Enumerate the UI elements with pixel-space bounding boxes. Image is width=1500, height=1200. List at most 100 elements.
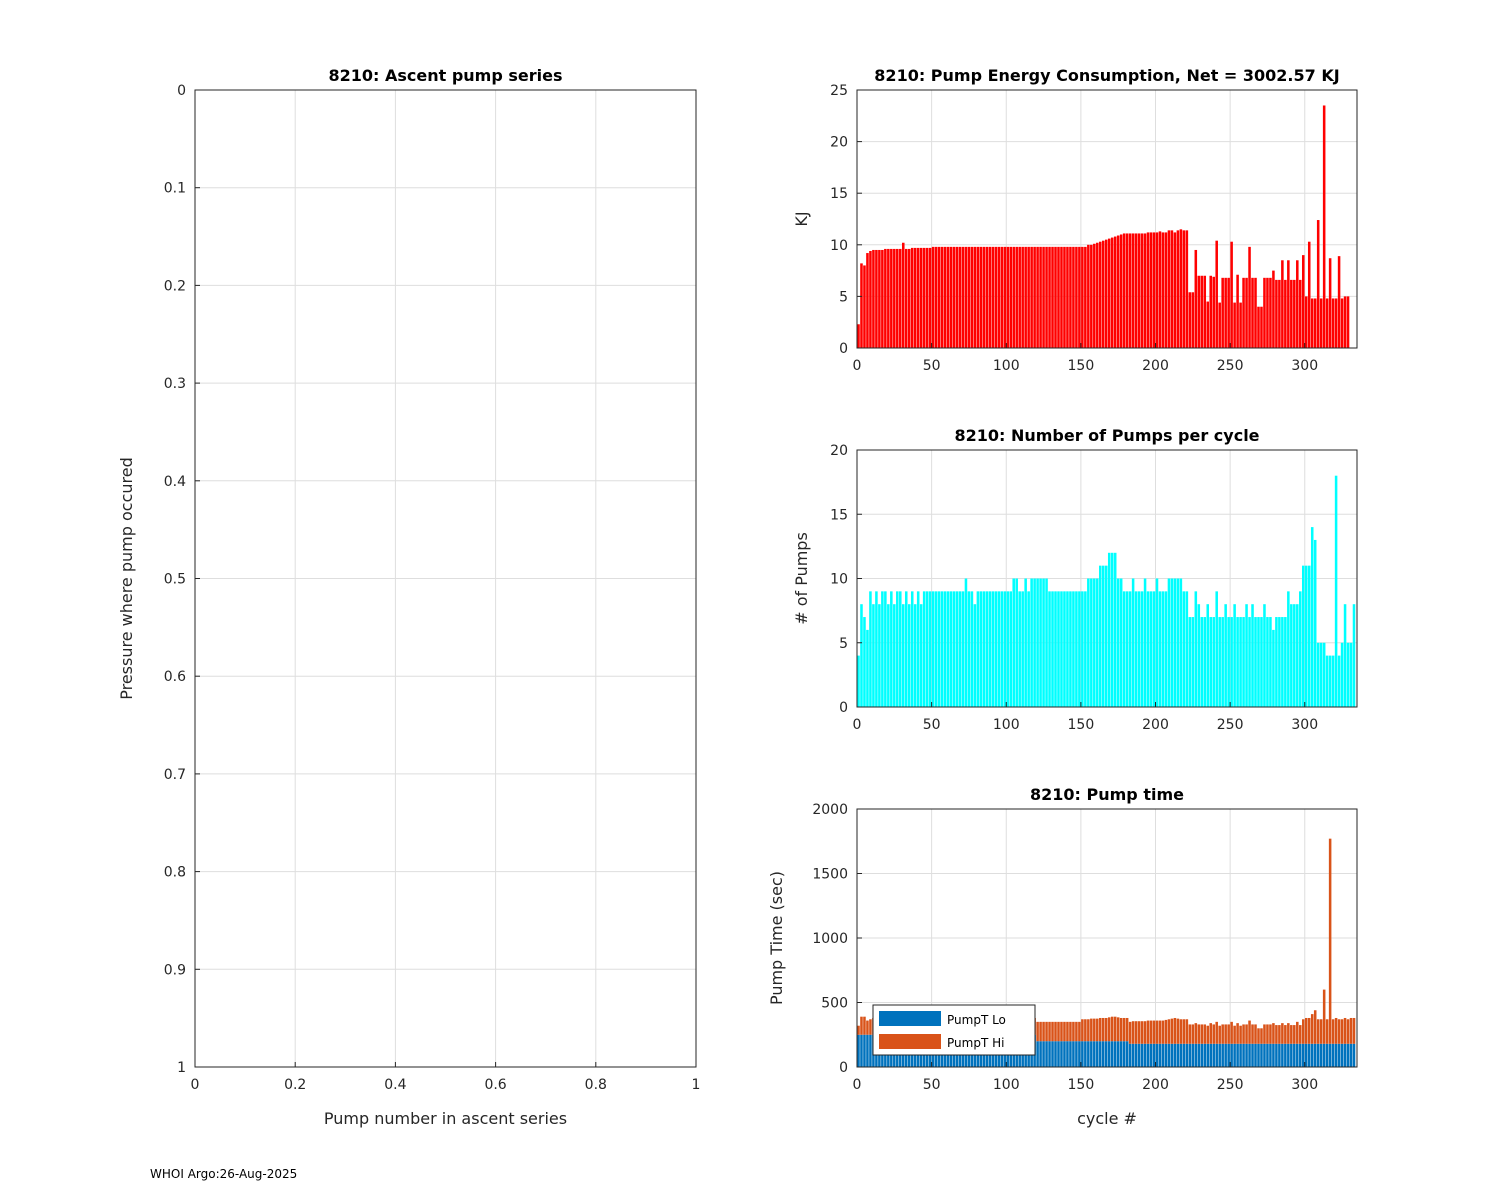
pumptime-bar-lo	[1099, 1041, 1102, 1067]
pumptime-bar-hi	[863, 1016, 866, 1035]
pumps-bar	[934, 591, 938, 707]
pumps-bar	[982, 591, 986, 707]
pumptime-bar-lo	[1310, 1043, 1314, 1067]
pumptime-bar-hi	[1284, 1025, 1287, 1044]
energy-bar	[1143, 233, 1147, 348]
pumptime-bar-lo	[1287, 1043, 1290, 1067]
energy-bar	[1328, 258, 1332, 348]
energy-bar	[1263, 277, 1266, 348]
pumps-bar	[1140, 591, 1144, 707]
energy-bars	[857, 105, 1350, 348]
pumptime-bar-lo	[1328, 1043, 1332, 1067]
energy-ylabel: KJ	[792, 211, 811, 226]
pumps-bar	[1290, 604, 1293, 707]
pumps-bar	[1066, 591, 1069, 707]
pumptime-bar-hi	[1093, 1018, 1096, 1042]
pumptime-bar-hi	[1128, 1021, 1132, 1044]
energy-bar	[1042, 246, 1045, 348]
pumps-bar	[1233, 604, 1236, 707]
energy-bar	[1224, 277, 1227, 348]
pumptime-bar-lo	[1191, 1043, 1195, 1067]
energy-bar	[1060, 246, 1063, 348]
pumptime-bar-hi	[1319, 1019, 1323, 1044]
pumps-ticks: 0 50 100 150 200 250 300 0 5 10 15 20	[830, 443, 1318, 733]
pumps-bar	[1245, 604, 1248, 707]
pumps-bar	[1027, 591, 1030, 707]
pumptime-bar-lo	[1116, 1041, 1120, 1067]
energy-bar	[1051, 246, 1054, 348]
pumps-bar	[1075, 591, 1078, 707]
pumptime-bar-hi	[1116, 1017, 1120, 1042]
pumptime-bar-lo	[1093, 1041, 1096, 1067]
ascent-ytick-label: 0	[177, 83, 186, 99]
pumptime-bar-lo	[1334, 1043, 1338, 1067]
energy-bar	[994, 246, 998, 348]
pumps-bar	[931, 591, 935, 707]
energy-bar	[955, 246, 959, 348]
pumps-bar	[1131, 578, 1135, 707]
energy-bar	[922, 247, 926, 348]
energy-bar	[899, 248, 902, 348]
energy-bar	[1233, 302, 1236, 348]
pumptime-bar-lo	[1299, 1043, 1302, 1067]
pumptime-bar-hi	[1251, 1024, 1254, 1044]
pumps-bar	[1239, 617, 1242, 707]
pumps-bar	[1128, 591, 1132, 707]
pumptime-bar-lo	[1239, 1043, 1242, 1067]
pumptime-ytick-label: 500	[821, 996, 848, 1012]
pumps-bar	[949, 591, 953, 707]
pumptime-bar-hi	[1224, 1024, 1227, 1044]
pumptime-bar-lo	[1060, 1041, 1063, 1067]
energy-bar	[1287, 260, 1290, 348]
pumptime-bar-lo	[1036, 1041, 1039, 1067]
energy-bar	[1081, 246, 1084, 348]
energy-bar	[1340, 298, 1344, 348]
pumptime-bar-lo	[1078, 1041, 1081, 1067]
pumps-xtick-label: 0	[853, 717, 862, 733]
pumptime-bar-hi	[1090, 1018, 1093, 1042]
pumps-bar	[1149, 591, 1153, 707]
pumptime-bar-lo	[1134, 1043, 1138, 1067]
energy-bar	[1227, 277, 1230, 348]
energy-bar	[1170, 230, 1174, 348]
pumps-bar	[1275, 617, 1278, 707]
energy-bar	[958, 246, 962, 348]
legend-label-lo: PumpT Lo	[947, 1013, 1006, 1027]
energy-bar	[890, 248, 893, 348]
pumptime-bar-lo	[857, 1034, 860, 1067]
energy-bar	[1230, 241, 1233, 348]
pumptime-bar-hi	[1257, 1028, 1260, 1044]
pumptime-bar-lo	[1206, 1043, 1210, 1067]
pumptime-xtick-label: 250	[1217, 1077, 1244, 1093]
energy-bar	[860, 263, 863, 348]
pumptime-bar-lo	[1107, 1041, 1111, 1067]
pumps-bar	[1352, 604, 1356, 707]
energy-bar	[1275, 279, 1278, 348]
pumps-bar	[1302, 565, 1305, 707]
pumptime-bar-lo	[1304, 1043, 1308, 1067]
legend-label-hi: PumpT Hi	[947, 1036, 1004, 1050]
pumptime-bar-hi	[1236, 1023, 1239, 1044]
ascent-ticks: 0 0.2 0.4 0.6 0.8 100.10.20.30.40.50.60.70.80…	[164, 83, 701, 1093]
pumps-bar	[1033, 578, 1036, 707]
pumps-bar	[1313, 539, 1317, 707]
pumptime-bar-hi	[1152, 1020, 1156, 1044]
pumptime-bar-lo	[1269, 1043, 1272, 1067]
energy-bar	[1310, 298, 1314, 348]
pumptime-bar-lo	[1149, 1043, 1153, 1067]
energy-bar	[916, 247, 920, 348]
pumps-bar	[967, 591, 971, 707]
energy-bar	[1140, 233, 1144, 348]
energy-bar	[1200, 275, 1204, 348]
pumptime-bar-hi	[1212, 1024, 1215, 1044]
pumps-bar	[1334, 475, 1338, 707]
pumptime-bar-hi	[1104, 1017, 1108, 1042]
pumptime-bar-lo	[1087, 1041, 1090, 1067]
energy-bar	[1331, 298, 1335, 348]
pumptime-bar-hi	[1233, 1025, 1236, 1044]
pumptime-bar-hi	[1072, 1021, 1075, 1042]
pumptime-bar-lo	[1155, 1043, 1159, 1067]
pumptime-bar-hi	[1075, 1021, 1078, 1042]
pumptime-bar-lo	[1290, 1043, 1293, 1067]
energy-bar	[1096, 242, 1099, 348]
